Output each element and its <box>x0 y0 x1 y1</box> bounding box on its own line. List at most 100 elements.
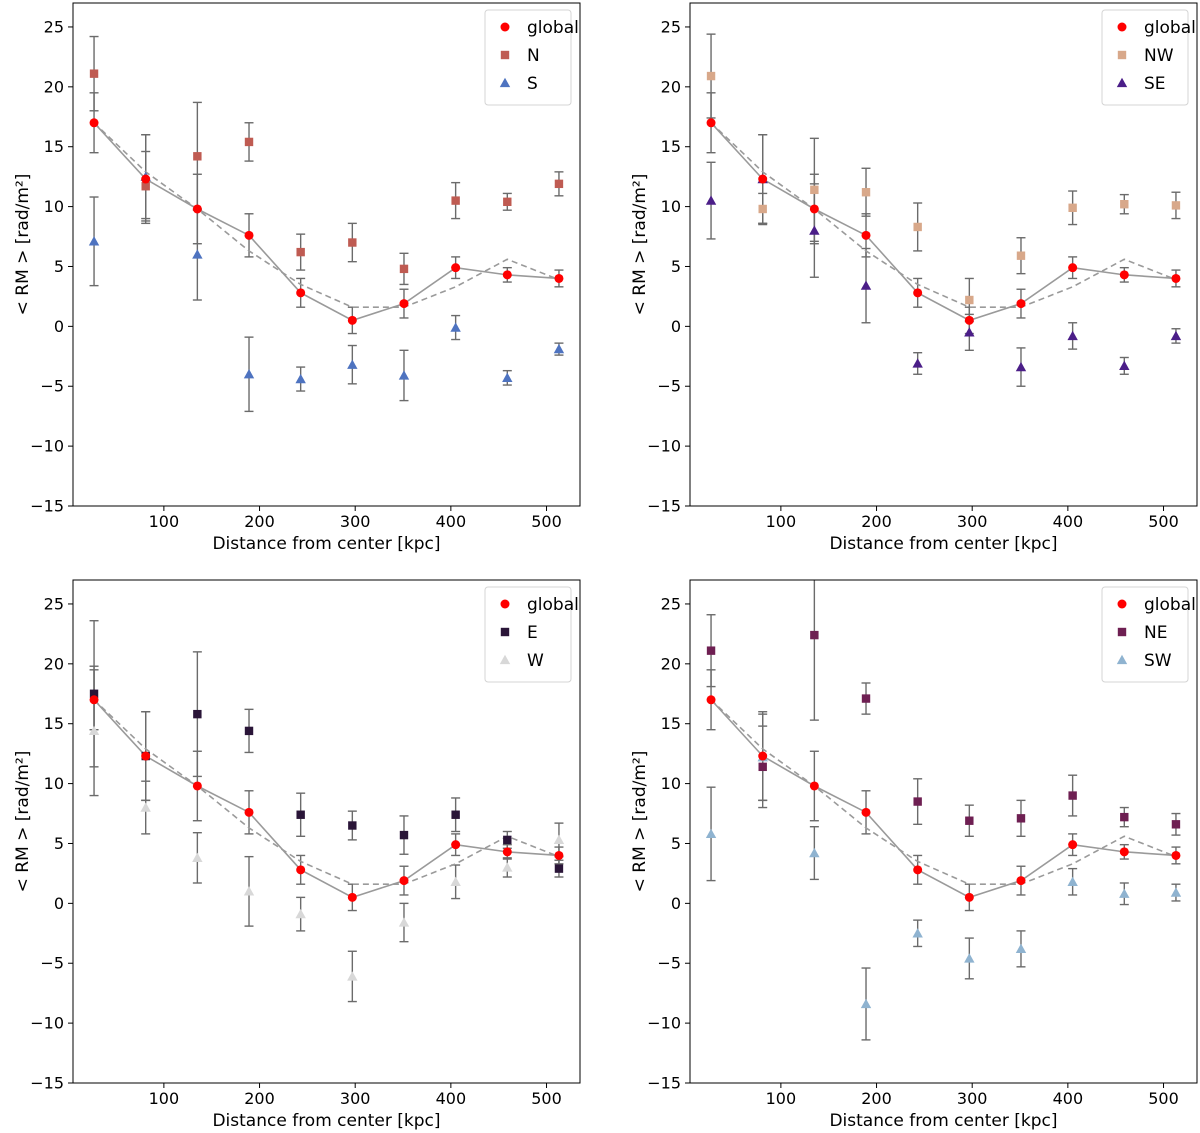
global-profile-line <box>93 699 560 899</box>
x-axis-label: Distance from center [kpc] <box>829 534 1057 554</box>
global-profile-line <box>710 699 1177 899</box>
data-point-global <box>1016 876 1026 886</box>
data-point-NW <box>758 204 767 214</box>
data-point-SE <box>1170 330 1182 341</box>
data-point-global <box>964 315 974 325</box>
data-point-global <box>758 751 768 761</box>
chart-panel-top-left: 100 200 300 400 500 −15 −10 −5 0 5 10 15 20 25 Distanc… <box>13 2 581 554</box>
data-point-E <box>348 821 357 830</box>
data-point-global <box>192 204 202 214</box>
data-point-global <box>554 273 564 283</box>
plot-frame <box>689 2 1198 507</box>
data-point-N <box>141 182 150 191</box>
data-point-global <box>141 751 151 761</box>
y-tick-label: 10 <box>661 197 681 216</box>
data-point-global <box>141 174 151 184</box>
data-point-W <box>295 908 306 919</box>
legend-marker-NW <box>1117 50 1127 60</box>
data-point-NW <box>810 185 819 195</box>
global-profile-line <box>710 122 1177 322</box>
data-point-global <box>758 174 768 184</box>
data-point-S <box>502 372 513 383</box>
chart-panel-bottom-left: 100 200 300 400 500 −15 −10 −5 0 5 10 15 20 25 Distanc… <box>13 579 581 1131</box>
legend-label-S: S <box>527 74 538 94</box>
data-point-global <box>1171 273 1181 283</box>
data-point-SW <box>1067 876 1078 886</box>
plot-frame <box>72 2 581 507</box>
data-point-W <box>553 834 565 845</box>
data-point-global <box>554 850 564 860</box>
data-point-E <box>244 726 254 736</box>
data-point-NE <box>913 797 922 806</box>
legend-label-global: global <box>527 595 579 615</box>
data-point-SW <box>705 828 717 839</box>
data-point-E <box>554 864 564 873</box>
data-point-SE <box>912 358 923 368</box>
data-point-SW <box>1015 943 1027 954</box>
y-tick-label: −5 <box>657 954 681 973</box>
y-tick-label: −10 <box>647 1014 681 1033</box>
y-tick-label: 0 <box>54 317 64 336</box>
y-tick-label: 15 <box>44 714 64 733</box>
y-tick-label: 25 <box>661 17 681 36</box>
legend-marker-global <box>1117 22 1127 32</box>
data-point-NW <box>1068 203 1077 212</box>
data-point-NE <box>1120 812 1129 822</box>
legend: global EW <box>484 586 579 683</box>
data-point-global <box>1068 263 1078 273</box>
y-tick-label: −15 <box>30 1074 64 1093</box>
y-tick-label: 0 <box>671 317 681 336</box>
data-point-N <box>89 69 99 78</box>
y-tick-label: −10 <box>30 1014 64 1033</box>
x-tick-label: 400 <box>436 1089 467 1108</box>
data-point-global <box>502 847 512 857</box>
x-tick-label: 200 <box>861 1089 892 1108</box>
data-point-global <box>192 781 202 791</box>
plot-area <box>705 33 1182 387</box>
data-point-N <box>554 179 564 189</box>
legend-marker-global <box>500 599 510 609</box>
chart-panel-top-right: 100 200 300 400 500 −15 −10 −5 0 5 10 15 20 25 Distanc… <box>630 2 1198 554</box>
data-point-E <box>296 810 305 819</box>
data-point-global <box>861 230 871 240</box>
data-point-SE <box>860 280 872 290</box>
y-tick-label: 0 <box>671 894 681 913</box>
data-point-SW <box>964 953 975 963</box>
data-point-global <box>1119 847 1129 857</box>
legend-marker-SE <box>1116 77 1128 88</box>
data-point-W <box>502 862 513 872</box>
x-tick-label: 200 <box>244 1089 275 1108</box>
x-tick-label: 300 <box>957 512 988 531</box>
y-tick-label: 5 <box>54 257 64 276</box>
legend-marker-SW <box>1116 654 1128 665</box>
data-point-N <box>348 238 357 247</box>
model-profile-line <box>710 699 1177 885</box>
data-point-global <box>706 118 716 128</box>
data-point-W <box>347 971 358 981</box>
data-point-E <box>451 810 460 819</box>
y-tick-label: 10 <box>44 774 64 793</box>
y-tick-label: 5 <box>671 834 681 853</box>
x-tick-label: 200 <box>861 512 892 531</box>
data-point-global <box>809 204 819 214</box>
y-tick-label: 25 <box>44 17 64 36</box>
data-point-NW <box>1171 201 1181 210</box>
data-point-W <box>243 886 255 896</box>
x-tick-label: 100 <box>766 512 797 531</box>
legend-marker-N <box>500 50 510 60</box>
data-point-NE <box>758 762 767 772</box>
data-point-N <box>399 264 409 274</box>
data-point-S <box>450 322 461 332</box>
x-tick-label: 500 <box>1148 512 1179 531</box>
legend-label-SW: SW <box>1144 651 1172 671</box>
data-point-S <box>243 369 255 379</box>
data-point-global <box>1171 850 1181 860</box>
data-point-SE <box>1015 361 1027 372</box>
x-tick-label: 500 <box>1148 1089 1179 1108</box>
data-point-NW <box>706 71 716 81</box>
x-axis-label: Distance from center [kpc] <box>829 1111 1057 1131</box>
data-point-SE <box>1119 360 1130 371</box>
y-tick-label: 5 <box>54 834 64 853</box>
legend-marker-global <box>1117 599 1127 609</box>
